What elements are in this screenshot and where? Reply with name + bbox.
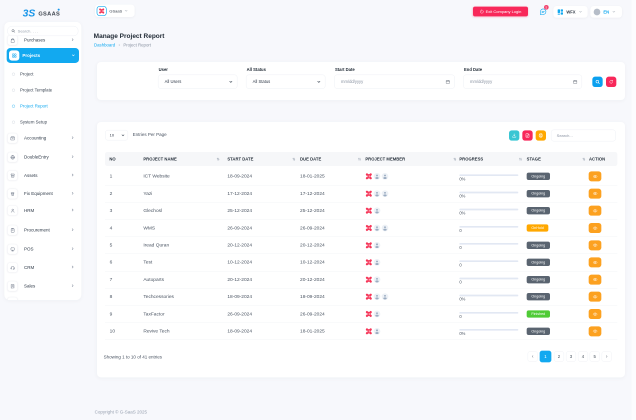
svg-text:3S: 3S xyxy=(23,8,36,18)
svg-text:GSAAS: GSAAS xyxy=(38,12,60,18)
